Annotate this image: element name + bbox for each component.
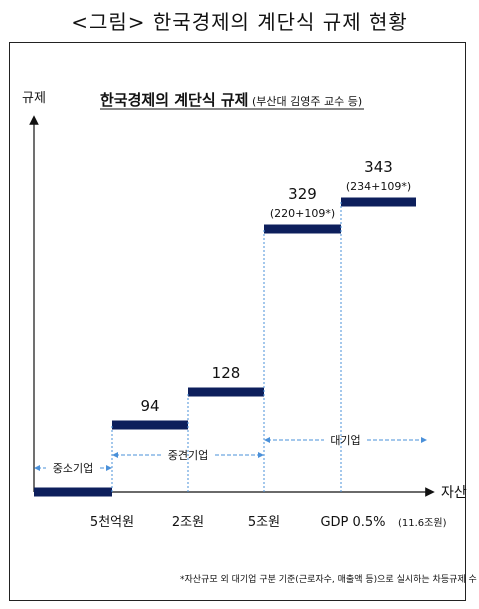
x-tick-label: 5천억원 <box>90 515 134 530</box>
chart-frame <box>9 42 466 601</box>
group-label: 중소기업 <box>53 462 93 475</box>
x-tick-label: GDP 0.5% <box>320 515 385 530</box>
x-tick-label: 5조원 <box>248 515 280 530</box>
group-label: 대기업 <box>330 434 360 447</box>
value-sublabel: (234+109*) <box>346 180 411 193</box>
step-bar <box>341 197 416 207</box>
step-bar <box>34 487 112 497</box>
step-bar <box>188 387 264 397</box>
x-tick-label: 2조원 <box>172 515 204 530</box>
footnote: *자산규모 외 대기업 구분 기준(근로자수, 매출액 등)으로 실시하는 차등… <box>180 573 477 585</box>
value-label: 94 <box>140 397 159 415</box>
group-label: 중견기업 <box>168 449 208 462</box>
chart-subtitle: (부산대 김영주 교수 등) <box>252 95 362 108</box>
x-tick-note: (11.6조원) <box>398 517 447 529</box>
chart-title: 한국경제의 계단식 규제 <box>100 91 248 109</box>
value-label: 329 <box>288 185 317 203</box>
x-axis-label: 자산 <box>441 485 467 501</box>
step-bar <box>264 224 341 234</box>
y-axis-label: 규제 <box>22 91 46 106</box>
figure-title: <그림> 한국경제의 계단식 규제 현황 <box>71 10 408 34</box>
value-label: 128 <box>212 364 241 382</box>
step-bar <box>112 420 188 430</box>
value-label: 343 <box>364 158 393 176</box>
value-sublabel: (220+109*) <box>270 207 335 220</box>
